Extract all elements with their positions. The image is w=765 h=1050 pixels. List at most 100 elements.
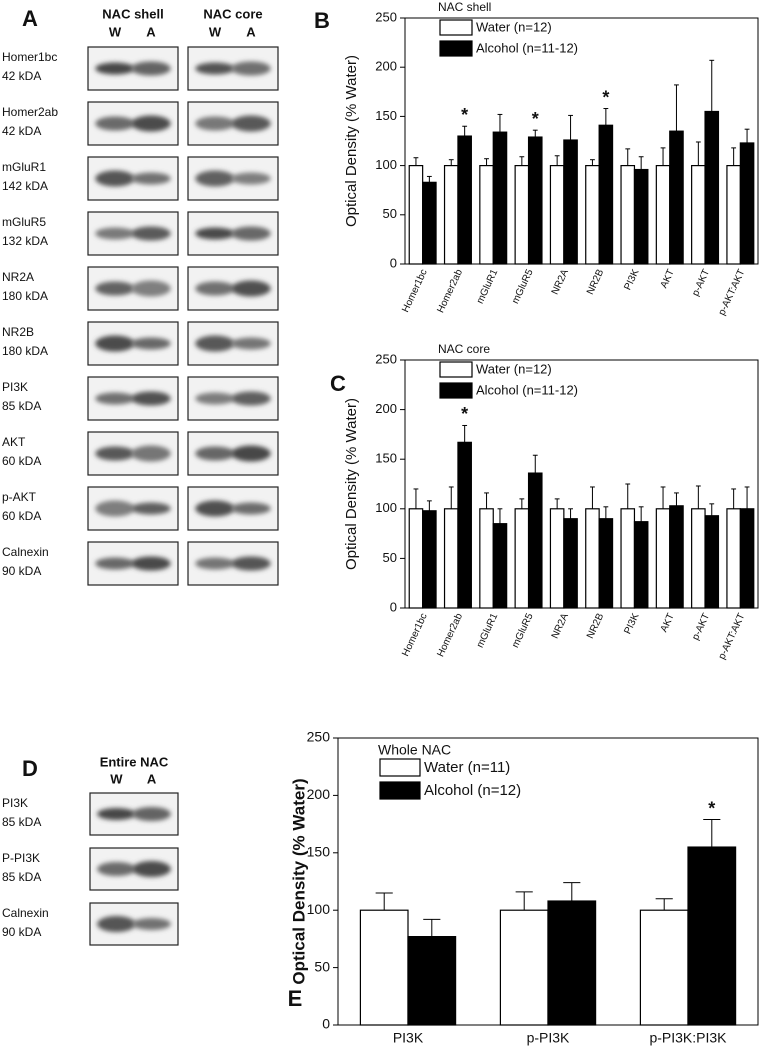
- x-tick-label: NR2A: [550, 267, 571, 296]
- legend-title: Whole NAC: [378, 742, 451, 758]
- significance-marker: *: [532, 109, 539, 129]
- bar: [691, 165, 706, 265]
- legend-label: Water (n=12): [476, 361, 552, 376]
- bar: [514, 165, 530, 265]
- blot-band: [95, 335, 135, 352]
- blot-band: [132, 918, 171, 930]
- blot-band: [195, 335, 235, 352]
- blot-band: [131, 61, 171, 76]
- blot-band: [231, 337, 271, 350]
- bar: [527, 136, 543, 265]
- plot-frame: [404, 359, 759, 609]
- blot-band: [195, 557, 235, 570]
- significance-marker: *: [461, 105, 468, 125]
- bar: [479, 508, 494, 609]
- bar: [492, 523, 508, 609]
- blot-row-size: 85 kDA: [2, 870, 41, 884]
- blot-row-name: p-AKT: [2, 490, 37, 504]
- bar: [457, 135, 472, 265]
- bar: [443, 508, 459, 609]
- bar: [633, 168, 649, 265]
- y-tick-label: 50: [383, 206, 397, 221]
- blot-band: [195, 281, 235, 296]
- x-tick-label: p-PI3K:PI3K: [649, 1030, 727, 1046]
- y-tick-label: 200: [307, 786, 331, 802]
- blot-band: [97, 808, 136, 820]
- blot-band: [95, 392, 135, 405]
- legend-label: Alcohol (n=12): [424, 782, 521, 799]
- blot-band: [131, 337, 171, 350]
- x-tick-label: Homer2ab: [435, 267, 465, 314]
- blot-row-size: 132 kDA: [2, 234, 48, 248]
- blot-band: [97, 916, 136, 932]
- bar: [408, 165, 424, 265]
- bar: [499, 909, 549, 1026]
- legend-swatch: [379, 781, 421, 800]
- y-tick-label: 200: [375, 59, 397, 74]
- bar: [585, 508, 600, 609]
- blot-band: [231, 172, 271, 185]
- bar: [633, 521, 649, 609]
- blot-row-name: mGluR5: [2, 215, 46, 229]
- blot-band: [131, 226, 171, 241]
- y-axis-label: Optical Density (% Water): [289, 778, 308, 984]
- y-tick-label: 150: [375, 108, 397, 123]
- bar: [620, 165, 636, 265]
- region-header: Entire NAC: [100, 754, 169, 769]
- legend-label: Alcohol (n=11-12): [476, 382, 578, 397]
- blot-row-size: 42 kDA: [2, 124, 41, 138]
- y-tick-label: 100: [375, 157, 397, 172]
- x-tick-label: PI3K: [622, 611, 641, 636]
- bar: [691, 508, 706, 609]
- blot-row-size: 90 kDA: [2, 925, 41, 939]
- blot-row-size: 142 kDA: [2, 179, 48, 193]
- bar: [704, 515, 720, 609]
- blot-band: [95, 116, 135, 131]
- blot-row-name: NR2B: [2, 325, 34, 339]
- blot-row-name: P-PI3K: [2, 851, 40, 865]
- panel-letter: E: [288, 986, 303, 1011]
- bar: [547, 900, 597, 1026]
- bar: [514, 508, 530, 609]
- bar: [407, 936, 457, 1026]
- bar: [726, 508, 741, 609]
- bar: [639, 909, 689, 1026]
- blot-band: [231, 226, 271, 241]
- x-tick-label: Homer2ab: [435, 611, 465, 658]
- blot-row-name: PI3K: [2, 380, 28, 394]
- bar: [408, 508, 424, 609]
- blot-band: [195, 227, 235, 240]
- blot-row-size: 60 kDA: [2, 454, 41, 468]
- legend-swatch: [439, 361, 473, 378]
- blot-row-size: 90 kDA: [2, 564, 41, 578]
- blot-band: [231, 280, 271, 297]
- bar: [669, 130, 684, 265]
- bar: [598, 518, 614, 609]
- blot-band: [131, 172, 171, 185]
- blot-band: [95, 281, 135, 296]
- bar: [598, 124, 614, 265]
- legend-label: Alcohol (n=11-12): [476, 40, 578, 55]
- blot-row-size: 60 kDA: [2, 509, 41, 523]
- bar: [563, 139, 578, 265]
- blot-band: [131, 502, 171, 515]
- bar: [422, 510, 437, 609]
- x-tick-label: AKT: [659, 268, 677, 290]
- legend-title: NAC shell: [438, 0, 491, 14]
- legend-label: Water (n=11): [424, 759, 510, 776]
- blot-row-name: Homer1bc: [2, 50, 57, 64]
- y-tick-label: 0: [322, 1016, 330, 1032]
- x-tick-label: NR2A: [550, 611, 571, 640]
- blot-band: [95, 557, 135, 570]
- blot-row-name: Homer2ab: [2, 105, 58, 119]
- y-tick-label: 50: [383, 550, 397, 565]
- blot-row-name: PI3K: [2, 796, 28, 810]
- blot-band: [131, 556, 171, 571]
- x-tick-label: PI3K: [393, 1030, 424, 1046]
- x-tick-label: AKT: [659, 612, 677, 634]
- legend-label: Water (n=12): [476, 19, 552, 34]
- y-tick-label: 0: [390, 599, 397, 614]
- y-tick-label: 150: [375, 451, 397, 466]
- bar: [739, 508, 755, 609]
- blot-band: [231, 556, 271, 571]
